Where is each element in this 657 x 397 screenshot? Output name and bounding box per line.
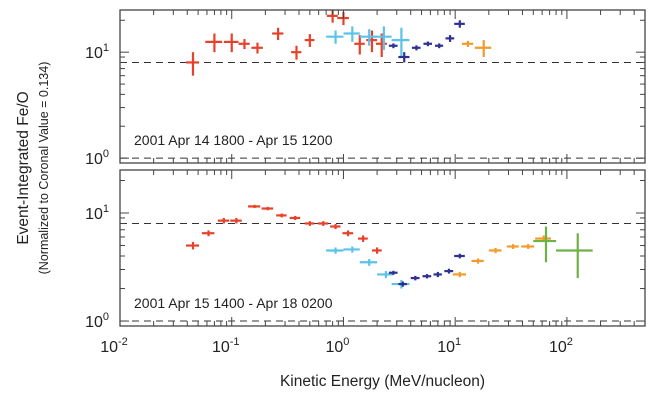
data-point bbox=[471, 258, 484, 264]
data-point bbox=[423, 41, 432, 47]
data-point bbox=[454, 20, 465, 28]
data-point bbox=[330, 224, 341, 230]
y-tick-label: 100 bbox=[85, 311, 109, 331]
data-point bbox=[359, 259, 378, 266]
data-point bbox=[304, 34, 315, 47]
data-point bbox=[366, 30, 378, 53]
data-point bbox=[398, 52, 410, 63]
x-tick-label: 100 bbox=[325, 336, 349, 356]
data-point bbox=[556, 233, 593, 279]
data-point bbox=[272, 27, 284, 41]
data-point bbox=[223, 33, 239, 53]
data-point bbox=[304, 221, 315, 226]
x-axis-label: Kinetic Energy (MeV/nucleon) bbox=[280, 373, 485, 390]
data-point bbox=[452, 271, 467, 278]
data-point bbox=[359, 29, 378, 46]
data-point bbox=[454, 253, 465, 259]
data-point bbox=[326, 30, 344, 44]
data-point bbox=[326, 247, 344, 254]
x-tick-label: 101 bbox=[437, 336, 461, 356]
data-point bbox=[371, 247, 382, 254]
plot-frame bbox=[119, 9, 646, 164]
data-point bbox=[388, 43, 398, 49]
data-point bbox=[398, 281, 407, 287]
data-point bbox=[251, 42, 263, 54]
data-point bbox=[374, 26, 392, 50]
data-point bbox=[276, 213, 287, 218]
data-point bbox=[533, 226, 557, 263]
data-point bbox=[217, 217, 230, 224]
data-point bbox=[388, 270, 398, 275]
data-point bbox=[506, 244, 519, 249]
y-tick-label: 101 bbox=[85, 203, 109, 223]
data-point bbox=[358, 235, 368, 242]
data-point bbox=[248, 204, 261, 209]
y-tick-label: 101 bbox=[85, 42, 109, 62]
data-point bbox=[238, 39, 250, 50]
data-point bbox=[461, 40, 474, 47]
data-point bbox=[354, 35, 365, 55]
data-point bbox=[186, 241, 200, 250]
x-axis: 10-2 10-1 100 101 102 bbox=[100, 336, 573, 356]
data-point bbox=[291, 45, 302, 60]
data-point bbox=[444, 268, 454, 274]
x-tick-label: 10-1 bbox=[212, 336, 240, 356]
bottom-panel-annotation: 2001 Apr 15 1400 - Apr 18 0200 bbox=[134, 295, 333, 311]
bottom-panel: 2001 Apr 15 1400 - Apr 18 0200 100 101 bbox=[85, 169, 646, 331]
data-point bbox=[186, 52, 200, 76]
data-point bbox=[230, 217, 242, 224]
data-point bbox=[261, 206, 274, 211]
data-point bbox=[410, 275, 420, 281]
data-point bbox=[488, 247, 502, 254]
data-point bbox=[342, 230, 354, 237]
x-tick-label: 10-2 bbox=[100, 336, 128, 356]
data-point bbox=[289, 215, 301, 221]
top-panel-annotation: 2001 Apr 14 1800 - Apr 15 1200 bbox=[134, 132, 333, 148]
x-tick-label: 102 bbox=[549, 336, 573, 356]
data-point bbox=[521, 244, 535, 249]
data-point bbox=[433, 271, 442, 278]
y-axis-sublabel: (Normalized to Coronal Value = 0.134) bbox=[37, 62, 51, 275]
data-point bbox=[343, 246, 360, 253]
data-point bbox=[474, 40, 492, 58]
top-panel: 2001 Apr 14 1800 - Apr 15 1200 100 101 bbox=[85, 9, 646, 168]
data-point bbox=[205, 33, 223, 53]
data-point bbox=[411, 45, 421, 51]
data-point bbox=[391, 27, 410, 58]
data-point bbox=[445, 35, 455, 42]
data-point bbox=[201, 230, 215, 237]
data-point bbox=[377, 271, 394, 279]
plot-frame bbox=[119, 169, 646, 327]
data-point bbox=[422, 274, 432, 279]
data-point bbox=[317, 221, 329, 226]
data-point bbox=[435, 43, 444, 49]
y-tick-label: 100 bbox=[85, 148, 109, 168]
y-axis-label: Event-Integrated Fe/O bbox=[15, 91, 32, 244]
data-point bbox=[343, 26, 360, 42]
